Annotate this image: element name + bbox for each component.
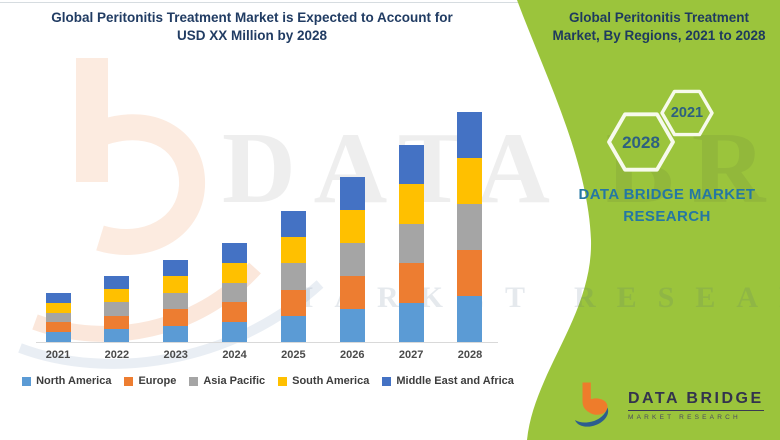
bar-2025-north-america <box>280 315 306 342</box>
bar-2025-middle-east-and-africa <box>280 211 306 238</box>
company-logo: DATA BRIDGE MARKET RESEARCH <box>570 380 764 430</box>
company-logo-subtitle: MARKET RESEARCH <box>628 413 741 421</box>
bar-2021-north-america <box>45 332 71 342</box>
bar-2023-middle-east-and-africa <box>163 260 189 277</box>
legend-item-asia-pacific: Asia Pacific <box>189 375 265 387</box>
x-tick-2021: 2021 <box>45 349 71 361</box>
bar-2024-north-america <box>222 322 248 342</box>
legend-swatch-icon <box>189 376 199 386</box>
bar-2024 <box>222 243 248 342</box>
bar-2024-asia-pacific <box>222 282 248 303</box>
legend-item-north-america: North America <box>22 375 111 387</box>
brand-text: DATA BRIDGE MARKET RESEARCH <box>548 184 780 228</box>
top-divider-line <box>0 2 518 3</box>
bar-2023-south-america <box>163 276 189 293</box>
bar-2025-asia-pacific <box>280 263 306 290</box>
company-logo-icon <box>575 382 609 427</box>
bar-2023 <box>163 260 189 342</box>
bar-2026 <box>339 177 365 342</box>
bar-2022 <box>104 276 130 342</box>
bar-2026-asia-pacific <box>339 243 365 276</box>
bar-2027-europe <box>398 263 424 303</box>
bar-2026-middle-east-and-africa <box>339 177 365 210</box>
legend-swatch-icon <box>124 376 134 386</box>
side-panel-title-line1: Global Peritonitis Treatment <box>568 10 750 25</box>
side-panel-title-line2: Market, By Regions, 2021 to 2028 <box>552 28 766 43</box>
bar-2027-asia-pacific <box>398 223 424 264</box>
bar-2025-europe <box>280 289 306 316</box>
bar-2022-asia-pacific <box>104 302 130 316</box>
bar-2028-asia-pacific <box>457 204 483 250</box>
bar-2027-north-america <box>398 302 424 342</box>
hexagon-2021-label: 2021 <box>670 105 704 121</box>
bar-2023-north-america <box>163 325 189 342</box>
company-logo-name: DATA BRIDGE <box>628 390 764 411</box>
legend-label: North America <box>36 375 112 387</box>
x-tick-2023: 2023 <box>163 349 188 361</box>
chart-title-line2: USD XX Million by 2028 <box>176 28 328 43</box>
legend-item-south-america: South America <box>278 375 369 387</box>
hexagon-2028-label: 2028 <box>622 133 660 152</box>
brand-text-line1: DATA BRIDGE MARKET <box>578 186 756 203</box>
x-axis-line <box>36 342 498 343</box>
bar-2028-europe <box>457 250 483 296</box>
brand-text-line2: RESEARCH <box>623 208 711 225</box>
x-tick-2022: 2022 <box>104 349 130 361</box>
bar-2023-europe <box>163 309 189 326</box>
company-logo-text: DATA BRIDGE MARKET RESEARCH <box>628 390 764 421</box>
legend-swatch-icon <box>278 376 288 386</box>
bar-2028-south-america <box>457 158 483 204</box>
side-panel-title: Global Peritonitis Treatment Market, By … <box>538 9 780 45</box>
x-tick-2024: 2024 <box>222 349 247 361</box>
x-tick-2026: 2026 <box>340 349 365 361</box>
bar-2026-south-america <box>339 210 365 243</box>
bar-2021-middle-east-and-africa <box>45 293 71 303</box>
bar-2024-middle-east-and-africa <box>222 243 248 263</box>
bar-2022-north-america <box>104 328 130 342</box>
x-tick-2027: 2027 <box>398 349 424 361</box>
bar-2028-north-america <box>457 296 483 342</box>
legend-swatch-icon <box>382 376 392 386</box>
bar-2025-south-america <box>280 237 306 264</box>
bar-2022-south-america <box>104 289 130 303</box>
bar-2022-europe <box>104 315 130 329</box>
legend-label: Asia Pacific <box>203 375 266 387</box>
chart-title-line1: Global Peritonitis Treatment Market is E… <box>51 10 453 25</box>
chart-title: Global Peritonitis Treatment Market is E… <box>28 9 476 45</box>
bar-2021-asia-pacific <box>45 312 71 323</box>
bar-2028-middle-east-and-africa <box>457 112 483 158</box>
hexagon-2028-shape <box>607 112 675 172</box>
x-tick-2025: 2025 <box>281 349 306 361</box>
legend-label: Europe <box>138 375 177 387</box>
bar-2027-south-america <box>398 184 424 224</box>
bar-2025 <box>280 211 306 342</box>
legend-label: South America <box>292 375 370 387</box>
bar-2026-north-america <box>339 309 365 342</box>
legend-item-middle-east-and-africa: Middle East and Africa <box>382 375 514 387</box>
bar-2021-south-america <box>45 302 71 313</box>
bar-2021 <box>45 293 71 342</box>
bar-2021-europe <box>45 322 71 333</box>
bar-2024-south-america <box>222 262 248 283</box>
hexagon-2021-shape <box>660 89 714 137</box>
bar-2022-middle-east-and-africa <box>104 276 130 290</box>
legend-item-europe: Europe <box>124 375 176 387</box>
legend-label: Middle East and Africa <box>396 375 514 387</box>
bar-2024-europe <box>222 302 248 323</box>
bar-2026-europe <box>339 276 365 309</box>
x-tick-2028: 2028 <box>457 349 483 361</box>
bar-2027 <box>398 145 424 342</box>
bar-2023-asia-pacific <box>163 292 189 310</box>
bar-2027-middle-east-and-africa <box>398 145 424 185</box>
legend-swatch-icon <box>22 376 32 386</box>
bar-2028 <box>457 112 483 342</box>
chart-legend: North America Europe Asia Pacific South Ame… <box>22 375 514 387</box>
